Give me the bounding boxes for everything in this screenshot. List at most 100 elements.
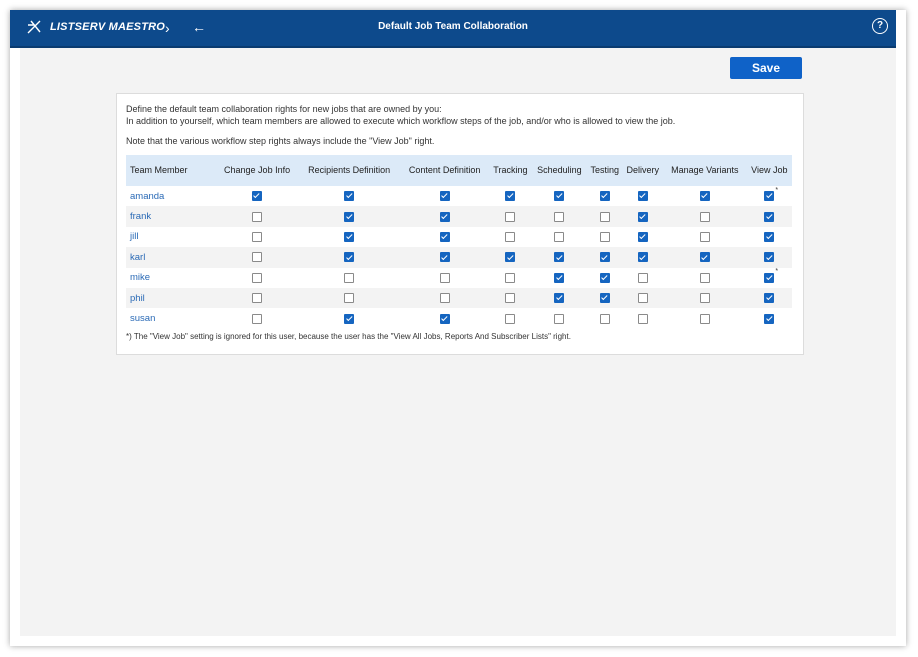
rights-checkbox[interactable] bbox=[252, 293, 263, 304]
rights-checkbox[interactable] bbox=[637, 272, 648, 283]
rights-checkbox[interactable] bbox=[599, 293, 610, 304]
column-header: View Job bbox=[746, 155, 792, 186]
note-text: Note that the various workflow step righ… bbox=[126, 136, 435, 146]
rights-checkbox[interactable] bbox=[599, 211, 610, 222]
rights-checkbox[interactable] bbox=[252, 313, 263, 324]
column-header: Change Job Info bbox=[216, 155, 299, 186]
rights-checkbox[interactable] bbox=[637, 231, 648, 242]
team-member-link[interactable]: jill bbox=[130, 231, 139, 243]
table-header-row: Team Member Change Job Info Recipients Def… bbox=[126, 155, 792, 186]
team-member-link[interactable]: amanda bbox=[130, 190, 165, 202]
rights-checkbox[interactable] bbox=[637, 313, 648, 324]
rights-checkbox[interactable] bbox=[599, 191, 610, 202]
rights-cell bbox=[216, 186, 298, 206]
column-header: Content Definition bbox=[400, 155, 490, 186]
rights-checkbox[interactable] bbox=[344, 252, 355, 263]
team-member-link[interactable]: karl bbox=[126, 247, 216, 268]
rights-checkbox[interactable] bbox=[439, 272, 450, 283]
rights-checkbox[interactable] bbox=[764, 191, 775, 202]
rights-checkbox[interactable] bbox=[439, 293, 450, 304]
rights-checkbox[interactable] bbox=[699, 191, 710, 202]
rights-checkbox[interactable] bbox=[599, 231, 610, 242]
team-member-link[interactable]: mike bbox=[130, 272, 151, 284]
rights-checkbox[interactable] bbox=[344, 231, 355, 242]
rights-checkbox[interactable] bbox=[699, 272, 710, 283]
rights-checkbox[interactable] bbox=[764, 252, 775, 263]
rights-checkbox[interactable] bbox=[252, 252, 263, 263]
listserv-logo-icon bbox=[27, 20, 41, 34]
rights-checkbox[interactable] bbox=[764, 272, 775, 283]
rights-checkbox[interactable] bbox=[554, 293, 565, 304]
rights-cell bbox=[298, 206, 401, 227]
app-logo[interactable]: LISTSERV MAESTRO bbox=[26, 19, 165, 35]
rights-cell bbox=[400, 268, 489, 288]
rights-checkbox[interactable] bbox=[439, 313, 450, 324]
rights-cell bbox=[216, 287, 299, 309]
rights-checkbox[interactable] bbox=[599, 252, 610, 263]
rights-checkbox[interactable] bbox=[637, 191, 648, 202]
rights-checkbox[interactable] bbox=[554, 211, 565, 222]
rights-checkbox[interactable] bbox=[252, 231, 263, 242]
rights-checkbox[interactable] bbox=[637, 211, 648, 222]
rights-checkbox[interactable] bbox=[439, 191, 450, 202]
chevron-right-icon[interactable]: › bbox=[165, 20, 170, 36]
rights-checkbox[interactable] bbox=[439, 252, 450, 263]
rights-checkbox[interactable] bbox=[699, 313, 710, 324]
rights-checkbox[interactable] bbox=[252, 211, 263, 222]
rights-checkbox[interactable] bbox=[599, 313, 610, 324]
team-member-link[interactable]: phil bbox=[126, 287, 216, 309]
rights-checkbox[interactable] bbox=[554, 231, 565, 242]
rights-checkbox[interactable] bbox=[699, 211, 710, 222]
main-content: Save Define the default team collaborati… bbox=[20, 48, 896, 636]
rights-cell bbox=[532, 268, 587, 288]
rights-cell bbox=[663, 308, 747, 328]
rights-checkbox[interactable] bbox=[554, 313, 565, 324]
rights-checkbox[interactable] bbox=[344, 191, 355, 202]
column-header: Manage Variants bbox=[662, 155, 747, 186]
rights-checkbox[interactable] bbox=[505, 293, 516, 304]
rights-checkbox[interactable] bbox=[764, 211, 775, 222]
rights-checkbox[interactable] bbox=[554, 252, 565, 263]
collaboration-panel: Define the default team collaboration ri… bbox=[116, 93, 804, 355]
rights-checkbox[interactable] bbox=[505, 272, 516, 283]
rights-checkbox[interactable] bbox=[505, 313, 516, 324]
rights-checkbox[interactable] bbox=[439, 211, 450, 222]
rights-cell bbox=[400, 247, 490, 268]
rights-checkbox[interactable] bbox=[344, 272, 355, 283]
rights-checkbox[interactable] bbox=[599, 272, 610, 283]
rights-cell bbox=[587, 268, 622, 288]
rights-checkbox[interactable] bbox=[439, 231, 450, 242]
team-member-link[interactable]: susan bbox=[130, 313, 156, 325]
rights-checkbox[interactable] bbox=[554, 191, 565, 202]
rights-checkbox[interactable] bbox=[505, 191, 516, 202]
rights-checkbox[interactable] bbox=[764, 231, 775, 242]
save-button[interactable]: Save bbox=[730, 57, 802, 79]
column-header: Testing bbox=[587, 155, 623, 186]
help-icon[interactable]: ? bbox=[872, 18, 888, 34]
rights-cell bbox=[662, 247, 747, 268]
rights-checkbox[interactable] bbox=[505, 231, 516, 242]
rights-checkbox[interactable] bbox=[554, 272, 565, 283]
table-row: jill bbox=[126, 227, 792, 247]
footnote: *) The "View Job" setting is ignored for… bbox=[126, 332, 571, 341]
back-arrow-icon[interactable]: ← bbox=[192, 19, 206, 35]
rights-checkbox[interactable] bbox=[505, 211, 516, 222]
rights-checkbox[interactable] bbox=[505, 252, 516, 263]
rights-checkbox[interactable] bbox=[637, 293, 648, 304]
team-member-link[interactable]: frank bbox=[126, 206, 216, 227]
rights-cell bbox=[532, 308, 587, 328]
rights-checkbox[interactable] bbox=[637, 252, 648, 263]
rights-checkbox[interactable] bbox=[699, 252, 710, 263]
rights-checkbox[interactable] bbox=[764, 293, 775, 304]
table-row: karl bbox=[126, 247, 792, 268]
rights-cell bbox=[747, 308, 792, 328]
rights-checkbox[interactable] bbox=[764, 313, 775, 324]
rights-checkbox[interactable] bbox=[699, 293, 710, 304]
rights-checkbox[interactable] bbox=[699, 231, 710, 242]
rights-checkbox[interactable] bbox=[252, 191, 263, 202]
rights-checkbox[interactable] bbox=[344, 211, 355, 222]
rights-cell bbox=[489, 308, 532, 328]
rights-checkbox[interactable] bbox=[252, 272, 263, 283]
rights-checkbox[interactable] bbox=[344, 293, 355, 304]
rights-checkbox[interactable] bbox=[344, 313, 355, 324]
